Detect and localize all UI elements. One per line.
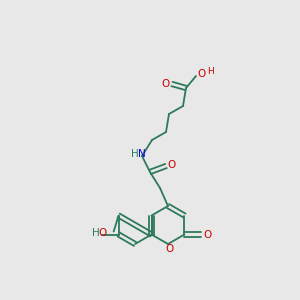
Text: O: O xyxy=(168,160,176,170)
Text: O: O xyxy=(165,244,173,254)
Text: O: O xyxy=(203,230,211,239)
Text: H: H xyxy=(131,149,139,159)
Text: H: H xyxy=(207,67,213,76)
Text: H: H xyxy=(92,229,100,238)
Text: O: O xyxy=(98,229,107,238)
Text: O: O xyxy=(162,79,170,89)
Text: O: O xyxy=(198,69,206,79)
Text: N: N xyxy=(138,149,146,159)
